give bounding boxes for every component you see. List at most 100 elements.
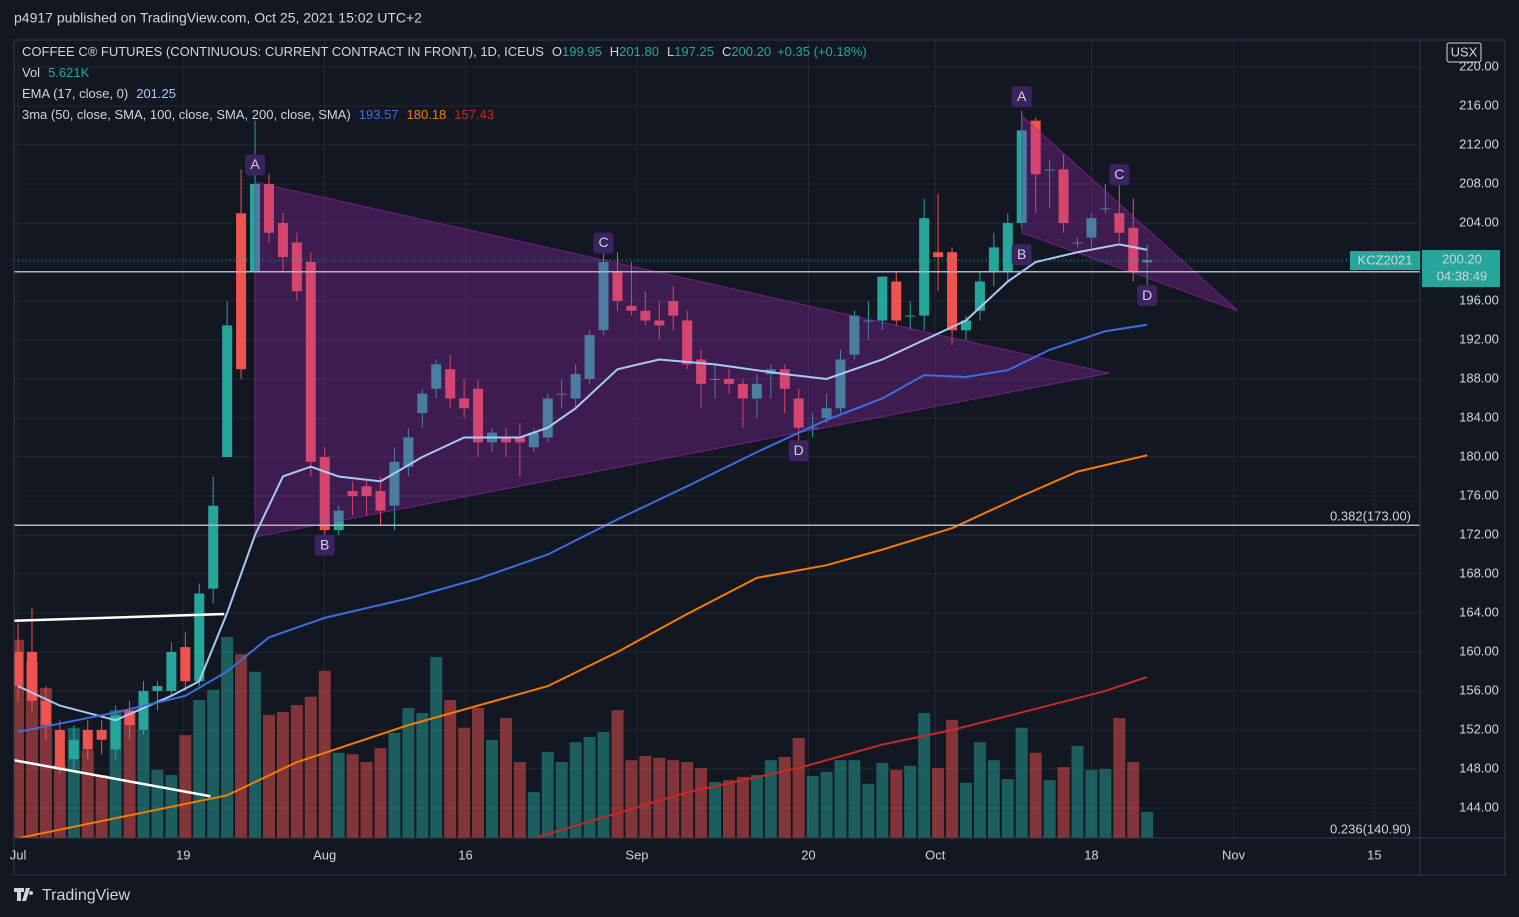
ma-line [17, 454, 1148, 838]
candle-body [375, 491, 386, 511]
volume-bar [290, 705, 303, 838]
volume-bar [513, 762, 526, 838]
volume-bar [486, 739, 499, 838]
volume-bar [862, 783, 875, 838]
y-tick-label: 168.00 [1459, 565, 1499, 580]
ma-line [17, 323, 1148, 733]
volume-bar [95, 775, 108, 838]
candle-body [277, 222, 288, 258]
volume-bar [709, 781, 722, 838]
volume-bar [625, 760, 638, 838]
level-label: 0.236(140.90) [1330, 822, 1411, 837]
candle-body [835, 359, 846, 409]
candle-body [1044, 169, 1055, 171]
candle-body [737, 383, 748, 399]
logo-icon [14, 888, 34, 901]
candle-body [459, 398, 470, 409]
x-tick-label: 18 [1084, 847, 1098, 862]
pattern-label: A [250, 156, 260, 172]
pattern-label-box [245, 154, 266, 176]
candle-body [138, 690, 149, 730]
volume-bar [360, 762, 373, 838]
legend-item: COFFEE C® FUTURES (CONTINUOUS: CURRENT C… [22, 44, 544, 59]
x-tick-label: Sep [625, 847, 648, 862]
candle-body [779, 369, 790, 389]
volume-bar [14, 639, 25, 838]
volume-bar [848, 760, 861, 838]
x-tick-label: 20 [801, 847, 815, 862]
x-tick-label: 15 [1367, 847, 1381, 862]
candle-body [403, 437, 414, 467]
x-tick-label: Oct [925, 847, 946, 862]
legend-row: 3ma (50, close, SMA, 100, close, SMA, 20… [22, 107, 494, 122]
triangle-pattern [254, 181, 1110, 538]
y-tick-label: 152.00 [1459, 721, 1499, 736]
legend-item: 180.18 [407, 107, 447, 122]
volume-bar [1099, 768, 1112, 838]
y-tick-label: 192.00 [1459, 331, 1499, 346]
y-tick-label: 216.00 [1459, 97, 1499, 112]
volume-bar [959, 782, 972, 838]
candle-body [473, 388, 484, 443]
y-tick-label: 156.00 [1459, 682, 1499, 697]
volume-bar [583, 737, 596, 838]
y-tick-label: 148.00 [1459, 760, 1499, 775]
volume-bar [499, 718, 512, 838]
y-tick-label: 180.00 [1459, 448, 1499, 463]
candle-body [682, 320, 693, 365]
legend-item: 193.57 [359, 107, 399, 122]
candle-body [291, 242, 302, 292]
candle-body [361, 486, 372, 496]
y-tick-label: 164.00 [1459, 604, 1499, 619]
candle-body [947, 252, 958, 331]
candle-body [863, 320, 874, 322]
trend-line [14, 612, 225, 623]
pattern-label: C [598, 234, 608, 250]
candle-body [152, 686, 163, 691]
candle-body [236, 213, 247, 370]
candle-body [933, 252, 944, 258]
volume-bar [987, 760, 1000, 838]
candle-body [905, 315, 916, 317]
volume-bar [1015, 727, 1028, 838]
candle-body [1114, 213, 1125, 233]
volume-bar [946, 719, 959, 838]
volume-bar [179, 735, 192, 838]
volume-bar [597, 731, 610, 838]
candle-body [1072, 242, 1083, 244]
legend-item: C [722, 44, 731, 59]
volume-bar [569, 742, 582, 838]
legend-item: 201.80 [619, 44, 659, 59]
volume-bar [778, 756, 791, 838]
volume-bar [444, 699, 457, 838]
candle-body [445, 369, 456, 399]
volume-bar [235, 654, 248, 838]
volume-bar [402, 707, 415, 838]
currency: USX [1451, 44, 1478, 59]
pattern-label-box [1011, 244, 1032, 266]
volume-bar [249, 671, 262, 838]
volume-bar [416, 712, 429, 838]
legend-item: 3ma (50, close, SMA, 100, close, SMA, 20… [22, 107, 351, 122]
candle-body [877, 276, 888, 321]
legend-item: 157.43 [454, 107, 494, 122]
volume-bar [318, 670, 331, 838]
legend-item: 201.25 [136, 86, 176, 101]
volume-bar [276, 712, 289, 838]
volume-bar [792, 737, 805, 838]
candle-body [960, 320, 971, 331]
level-label: 0.382(173.00) [1330, 509, 1411, 524]
candle-body [319, 456, 330, 531]
volume-bar [304, 696, 317, 838]
candle-body [110, 715, 121, 750]
candle-body [1030, 120, 1041, 175]
currency-box [1446, 42, 1482, 63]
pattern-label: D [1142, 287, 1152, 303]
y-tick-label: 184.00 [1459, 409, 1499, 424]
candle-body [556, 393, 567, 395]
x-tick-label: 16 [458, 847, 472, 862]
volume-bar [332, 752, 345, 838]
volume-bar [722, 780, 735, 838]
volume-bar [932, 768, 945, 838]
last-price-tag [1422, 250, 1500, 288]
